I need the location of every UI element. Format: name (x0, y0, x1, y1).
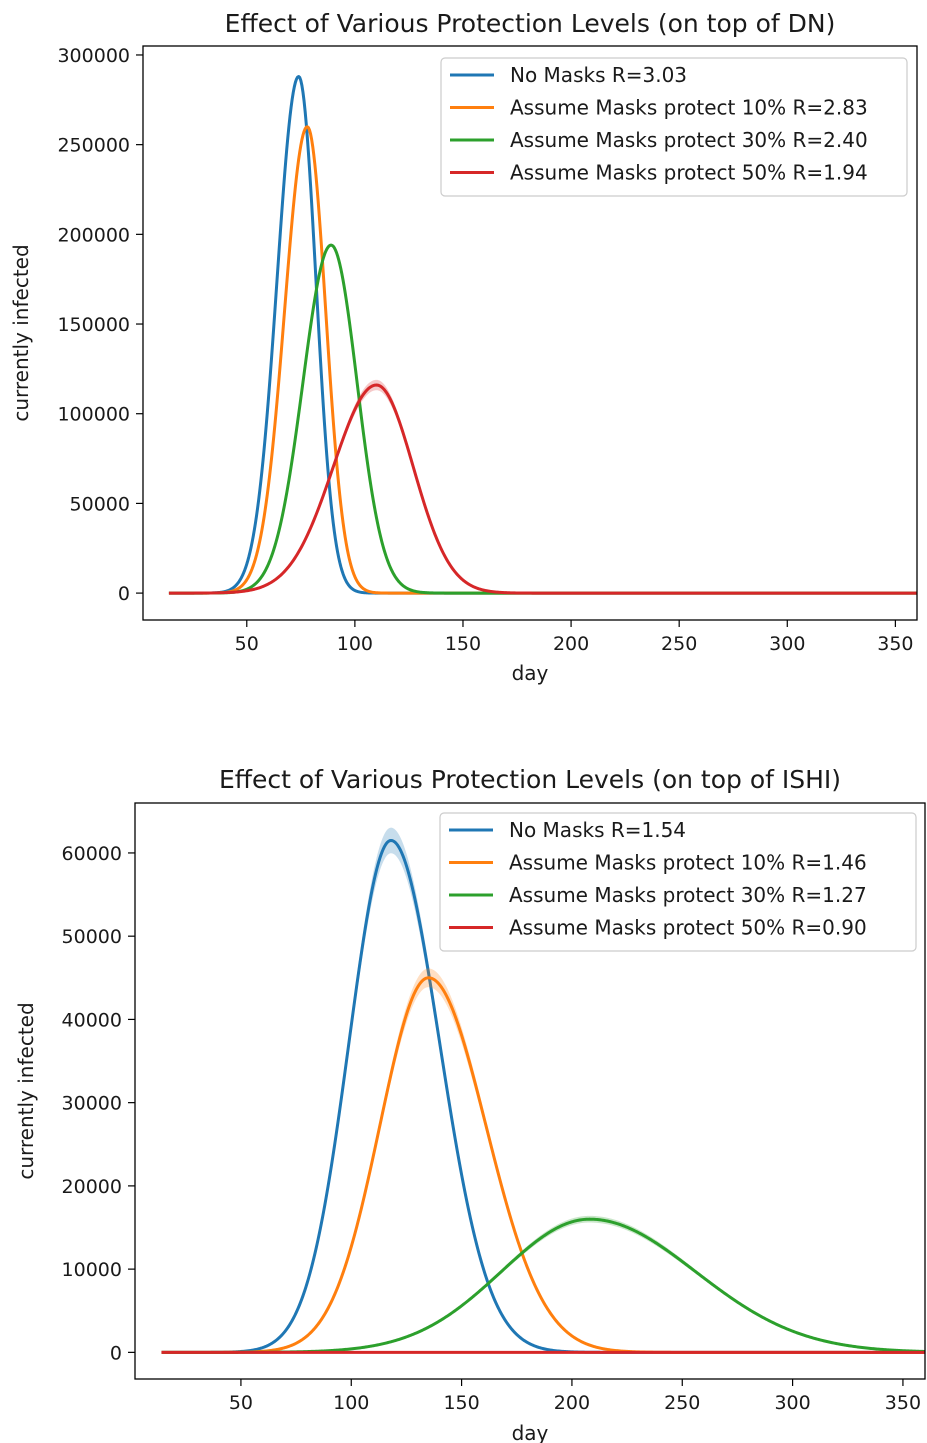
ishi-y-tick-label: 10000 (62, 1259, 122, 1281)
dn-x-tick-label: 250 (661, 633, 697, 655)
dn-x-tick-label: 200 (553, 633, 589, 655)
dn-axes-frame (142, 45, 918, 621)
ishi-legend-label-3: Assume Masks protect 50% R=0.90 (509, 916, 867, 940)
dn-legend-label-3: Assume Masks protect 50% R=1.94 (510, 161, 868, 185)
ishi-y-tick-label: 40000 (62, 1009, 122, 1031)
ishi-x-tick-label: 200 (554, 1392, 590, 1414)
dn-legend-label-2: Assume Masks protect 30% R=2.40 (510, 128, 868, 152)
ishi-legend: No Masks R=1.54 Assume Masks protect 10% … (439, 812, 917, 952)
dn-y-tick-label: 0 (118, 583, 130, 605)
ishi-y-tick-label: 20000 (62, 1176, 122, 1198)
ishi-y-tick-label: 0 (110, 1342, 122, 1364)
dn-legend: No Masks R=3.03 Assume Masks protect 10% … (440, 57, 908, 197)
ishi-series-line-1 (161, 976, 925, 1354)
dn-x-tick-label: 350 (877, 633, 913, 655)
chart-dn-svg: Effect of Various Protection Levels (on … (9, 9, 918, 685)
dn-chart-title: Effect of Various Protection Levels (on … (225, 9, 836, 38)
ishi-plot-area (161, 827, 925, 1354)
dn-plot-area (168, 74, 917, 595)
ishi-y-axis-label: currently infected (14, 1002, 38, 1179)
ishi-x-tick-label: 100 (333, 1392, 369, 1414)
chart-ishi-svg: Effect of Various Protection Levels (on … (14, 765, 926, 1443)
ishi-y-tick-label: 60000 (62, 843, 122, 865)
dn-x-tick-label: 300 (769, 633, 805, 655)
dn-series-line-3 (168, 383, 917, 595)
dn-y-tick-label: 200000 (57, 224, 130, 246)
dn-legend-label-1: Assume Masks protect 10% R=2.83 (510, 96, 868, 120)
dn-legend-box (440, 57, 908, 197)
ishi-x-tick-label: 50 (229, 1392, 253, 1414)
chart-dn: Effect of Various Protection Levels (on … (0, 0, 927, 700)
dn-y-axis-label: currently infected (9, 244, 33, 421)
ishi-x-tick-label: 150 (443, 1392, 479, 1414)
dn-series-band-3 (168, 379, 917, 594)
ishi-series-band-1 (161, 968, 925, 1353)
dn-x-tick-label: 100 (337, 633, 373, 655)
ishi-axes-frame (134, 802, 926, 1380)
ishi-legend-box (439, 812, 917, 952)
ishi-x-tick-label: 350 (885, 1392, 921, 1414)
ishi-legend-label-0: No Masks R=1.54 (509, 818, 686, 842)
dn-y-tick-label: 150000 (57, 314, 130, 336)
ishi-chart-title: Effect of Various Protection Levels (on … (219, 765, 841, 794)
dn-y-tick-label: 100000 (57, 404, 130, 426)
dn-x-tick-label: 150 (445, 633, 481, 655)
dn-y-tick-label: 50000 (70, 493, 130, 515)
chart-ishi: Effect of Various Protection Levels (on … (0, 750, 927, 1443)
ishi-legend-label-1: Assume Masks protect 10% R=1.46 (509, 851, 867, 875)
dn-y-tick-label: 300000 (57, 45, 130, 67)
ishi-x-tick-label: 250 (664, 1392, 700, 1414)
dn-x-tick-label: 50 (235, 633, 259, 655)
dn-series-line-2 (168, 243, 917, 595)
dn-x-axis-label: day (512, 661, 549, 685)
dn-y-tick-label: 250000 (57, 135, 130, 157)
ishi-legend-label-2: Assume Masks protect 30% R=1.27 (509, 883, 867, 907)
ishi-y-tick-label: 50000 (62, 926, 122, 948)
ishi-y-tick-label: 30000 (62, 1093, 122, 1115)
ishi-x-axis-label: day (512, 1421, 549, 1443)
ishi-x-tick-label: 300 (774, 1392, 810, 1414)
dn-legend-label-0: No Masks R=3.03 (510, 63, 687, 87)
